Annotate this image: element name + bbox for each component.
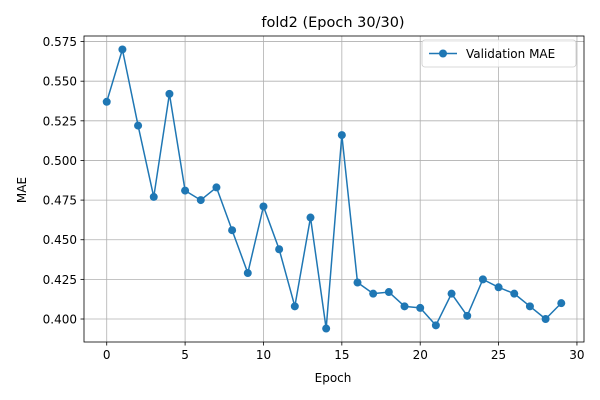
data-point [165,89,174,98]
data-point [400,302,409,311]
data-point [212,183,221,192]
legend-label: Validation MAE [466,47,555,61]
x-tick-label: 25 [491,348,506,362]
x-tick-label: 10 [256,348,271,362]
data-point [181,186,190,195]
data-point [118,45,127,54]
data-point [337,131,346,140]
series-layer [102,45,566,333]
ticks: 0 5 10 15 20 25 30 0.400 0.425 0.450 0.475 0.500 0.5… [43,35,585,362]
x-tick-label: 15 [334,348,349,362]
data-point [384,288,393,297]
y-tick-label: 0.525 [43,114,77,128]
y-tick-label: 0.400 [43,313,77,327]
data-point [290,302,299,311]
data-point [353,278,362,287]
legend: Validation MAE [421,39,577,68]
data-point [306,213,315,222]
data-point [228,226,237,235]
y-tick-label: 0.575 [43,35,77,49]
data-point [478,275,487,284]
data-point [243,269,252,278]
data-point [322,324,331,333]
x-tick-label: 5 [181,348,189,362]
y-tick-label: 0.450 [43,233,77,247]
x-axis-label: Epoch [315,371,352,385]
data-point [525,302,534,311]
data-point [541,315,550,324]
data-point [196,196,205,205]
y-tick-label: 0.500 [43,154,77,168]
y-tick-label: 0.475 [43,194,77,208]
y-tick-label: 0.425 [43,273,77,287]
data-point [447,289,456,298]
data-point [494,283,503,292]
data-point [557,299,566,308]
x-tick-label: 0 [103,348,111,362]
data-point [416,303,425,312]
data-point [510,289,519,298]
x-tick-label: 30 [569,348,584,362]
data-point [259,202,268,211]
chart-title: fold2 (Epoch 30/30) [261,15,404,31]
data-point [134,121,143,130]
legend-marker [439,49,447,58]
data-point [275,245,284,254]
y-axis-label: MAE [15,177,29,203]
data-point [102,97,111,106]
data-point [149,192,158,201]
plot-frame [83,35,585,343]
x-tick-label: 20 [413,348,428,362]
data-point [431,321,440,330]
data-point [463,311,472,320]
y-tick-label: 0.550 [43,75,77,89]
legend-box [421,39,577,68]
data-point [369,289,378,298]
